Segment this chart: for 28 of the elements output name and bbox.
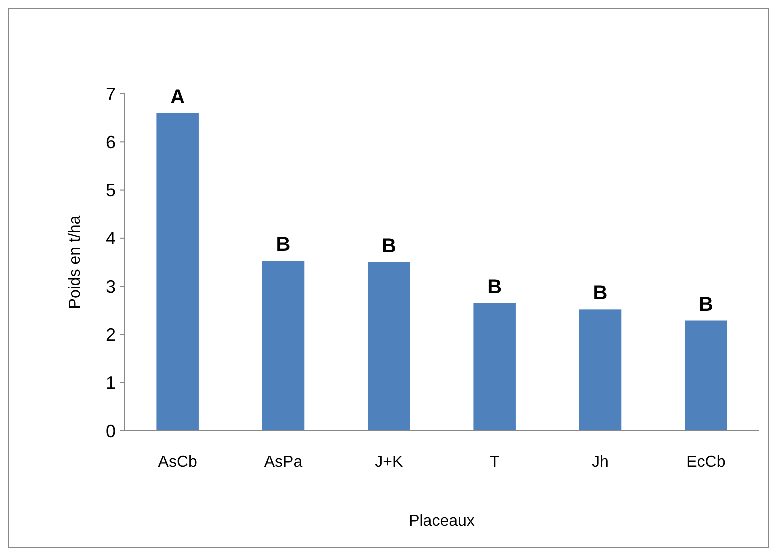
y-axis-title: Poids en t/ha: [67, 216, 84, 310]
y-tick-label: 4: [106, 228, 116, 249]
bar: [685, 320, 728, 431]
bar: [262, 261, 305, 431]
x-tick-label: Jh: [592, 454, 609, 471]
bar: [579, 310, 622, 431]
x-tick-label: AsPa: [264, 454, 303, 471]
y-tick-label: 6: [106, 132, 116, 152]
annotation: A: [170, 86, 186, 108]
x-tick-label: AsCb: [158, 454, 198, 471]
annotation: B: [276, 234, 291, 256]
bar: [474, 303, 516, 431]
annotation: B: [593, 282, 608, 305]
y-tick-label: 0: [106, 421, 116, 442]
y-tick-label: 3: [106, 276, 116, 297]
annotation: B: [698, 294, 714, 316]
bar: [156, 113, 199, 431]
annotation: B: [488, 276, 502, 298]
y-tick-label: 1: [106, 373, 116, 394]
x-tick-label: EcCb: [686, 454, 726, 471]
x-tick-label: T: [490, 454, 500, 471]
x-tick-label: J+K: [375, 454, 404, 471]
y-tick-label: 7: [106, 84, 116, 104]
y-tick-label: 2: [106, 325, 116, 346]
annotation: B: [382, 236, 396, 258]
x-axis-title: Placeaux: [409, 513, 475, 530]
bar: [368, 262, 410, 431]
y-tick-label: 5: [106, 180, 116, 201]
